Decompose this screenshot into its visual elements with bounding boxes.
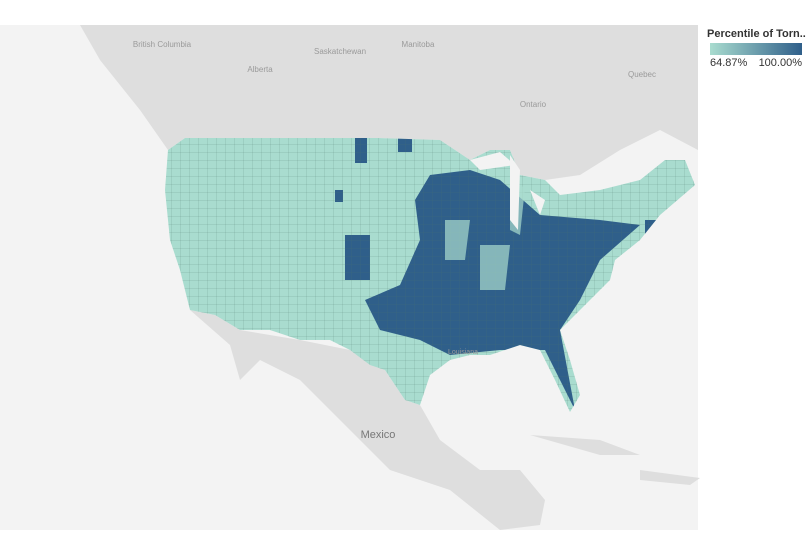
canada-land [80,25,698,180]
legend-max: 100.00% [759,57,803,69]
legend-title: Percentile of Torn.. [707,28,806,40]
map-label: Saskatchewan [314,47,366,56]
map-label: Manitoba [402,40,435,49]
map-label: Mexico [361,429,396,441]
caribbean-land [530,435,700,485]
map-label: Quebec [628,70,656,79]
lower-pockets [445,180,525,290]
map-label: Ontario [520,100,547,109]
legend-gradient [710,43,802,55]
map-label: Alberta [247,65,273,74]
legend-min: 64.87% [710,57,748,69]
map-label: British Columbia [133,40,192,49]
map-label: Louisiana [448,349,478,356]
legend: Percentile of Torn.. 64.87% 100.00% [707,28,806,69]
mexico-land [190,310,545,530]
map-labels: British Columbia Alberta Saskatchewan Ma… [133,40,656,441]
great-lakes [470,152,545,230]
